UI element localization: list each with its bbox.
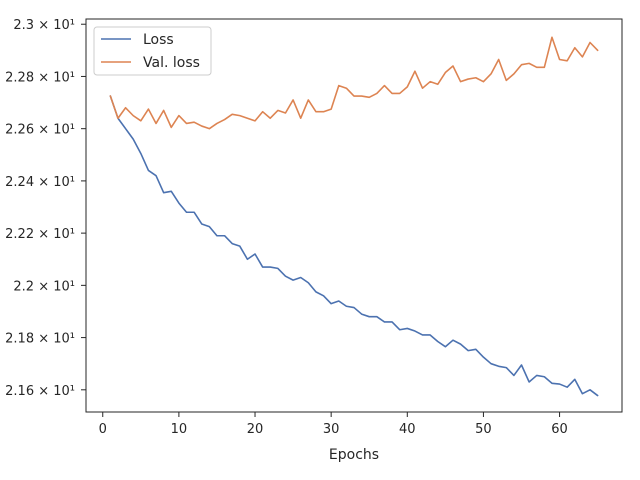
x-tick-label: 0 [99, 422, 107, 437]
y-tick-label: 2.26 × 10¹ [5, 123, 75, 138]
y-tick-label: 2.2 × 10¹ [13, 279, 75, 294]
plot-frame [85, 18, 623, 413]
x-axis: 0 10 20 30 40 50 60 [99, 412, 568, 437]
legend: Loss Val. loss [93, 26, 212, 76]
x-tick-label: 30 [323, 422, 340, 437]
x-tick-label: 10 [171, 422, 188, 437]
x-axis-title: Epochs [329, 447, 379, 463]
x-tick-label: 20 [247, 422, 264, 437]
series-line-loss [109, 95, 599, 397]
plot-background [86, 19, 622, 412]
series-layer [109, 36, 599, 397]
x-tick-label: 40 [399, 422, 416, 437]
y-tick-label: 2.28 × 10¹ [5, 70, 75, 85]
legend-label-loss: Loss [143, 32, 174, 48]
y-tick-label: 2.24 × 10¹ [5, 175, 75, 190]
y-axis: 2.16 × 10¹ 2.18 × 10¹ 2.2 × 10¹ 2.22 × 10¹ 2… [5, 18, 86, 399]
x-tick-label: 50 [475, 422, 492, 437]
series-line-val-loss [109, 36, 599, 130]
y-tick-label: 2.18 × 10¹ [5, 332, 75, 347]
y-tick-label: 2.22 × 10¹ [5, 227, 75, 242]
y-tick-label: 2.3 × 10¹ [13, 18, 75, 33]
y-tick-label: 2.16 × 10¹ [5, 384, 75, 399]
legend-label-val-loss: Val. loss [143, 55, 200, 71]
x-tick-label: 60 [551, 422, 568, 437]
